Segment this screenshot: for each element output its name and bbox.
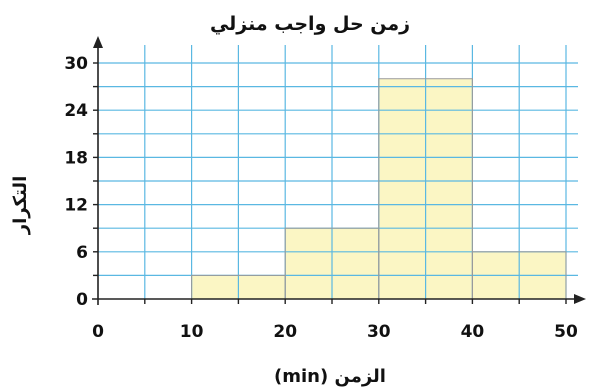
y-axis-label: التكرار [10, 176, 31, 235]
x-tick-label: 50 [554, 322, 578, 342]
y-tick-label: 6 [76, 243, 88, 263]
x-axis-arrow-icon [574, 294, 586, 304]
y-tick-label: 0 [76, 290, 88, 310]
y-tick-label: 24 [64, 101, 88, 121]
y-tick-label: 12 [64, 196, 88, 216]
y-tick-label: 30 [64, 54, 88, 74]
x-tick-label: 20 [273, 322, 297, 342]
y-tick-label: 18 [64, 148, 88, 168]
x-tick-label: 0 [92, 322, 104, 342]
x-axis-label: الزمن (min) [274, 366, 386, 387]
x-tick-label: 40 [461, 322, 485, 342]
x-tick-label: 10 [180, 322, 204, 342]
chart-title: زمن حل واجب منزلي [210, 13, 410, 35]
y-axis-arrow-icon [93, 36, 103, 48]
axes-layer [92, 36, 586, 305]
x-tick-label: 30 [367, 322, 391, 342]
tick-labels-layer: 0 10 20 30 40 50 0 6 12 18 24 30 [64, 54, 578, 342]
